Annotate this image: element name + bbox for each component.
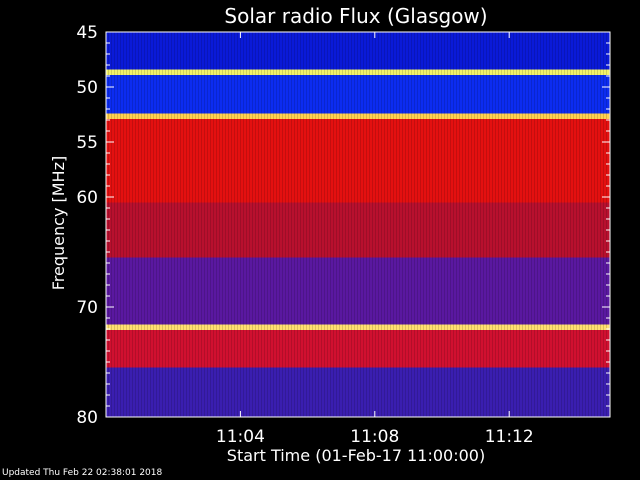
y-tick-label: 55 <box>76 133 98 153</box>
y-tick-label: 50 <box>76 78 98 98</box>
y-tick-label: 70 <box>76 298 98 318</box>
x-tick-label: 11:12 <box>485 427 534 447</box>
x-axis-label: Start Time (01-Feb-17 11:00:00) <box>227 446 485 465</box>
x-tick-label: 11:04 <box>216 427 265 447</box>
y-axis-ticks: 45 50 55 60 70 80 <box>76 23 610 428</box>
x-axis-ticks: 11:04 11:08 11:12 <box>216 32 534 447</box>
chart-title: Solar radio Flux (Glasgow) <box>224 4 487 28</box>
y-axis-label: Frequency [MHz] <box>49 156 68 290</box>
plot-frame <box>105 31 611 418</box>
spectrogram-texture <box>106 32 610 417</box>
updated-timestamp: Updated Thu Feb 22 02:38:01 2018 <box>2 468 163 478</box>
plot-area <box>105 31 611 418</box>
y-tick-label: 60 <box>76 188 98 208</box>
y-tick-label: 45 <box>76 23 98 43</box>
y-tick-label: 80 <box>76 408 98 428</box>
x-tick-label: 11:08 <box>350 427 399 447</box>
